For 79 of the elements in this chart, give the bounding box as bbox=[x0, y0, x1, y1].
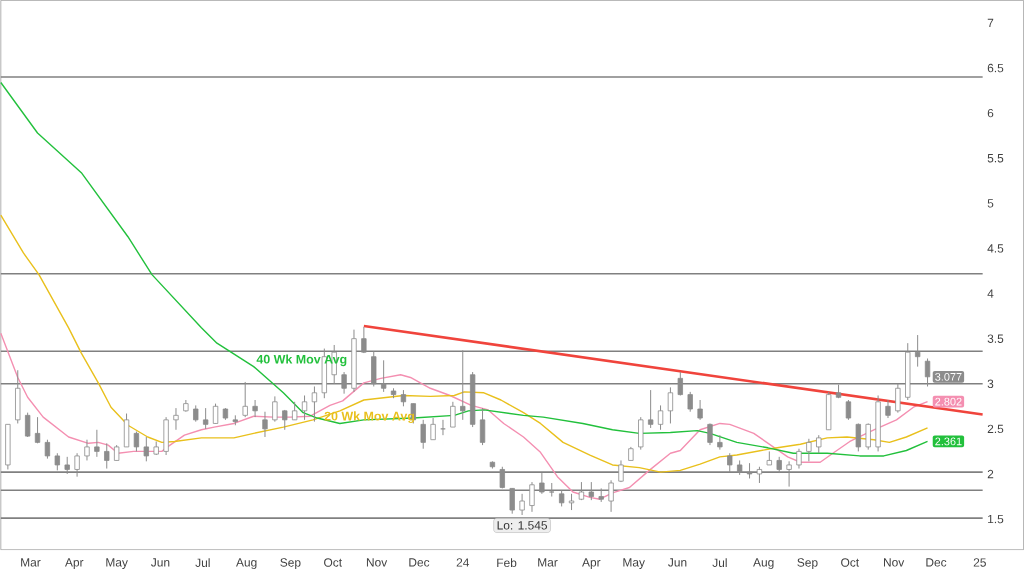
x-tick-label: Oct bbox=[841, 558, 860, 567]
candlestick bbox=[173, 407, 179, 431]
x-tick-label: Oct bbox=[324, 558, 342, 567]
y-tick-label: 5.5 bbox=[987, 154, 1004, 163]
candlestick bbox=[24, 412, 31, 438]
x-tick-label: 24 bbox=[456, 558, 470, 567]
annotation: Lo: 1.545 bbox=[497, 521, 548, 530]
x-tick-label: Nov bbox=[884, 558, 905, 567]
candlestick bbox=[143, 436, 149, 462]
x-tick-label: Aug bbox=[236, 558, 257, 570]
x-tick-label: Jun bbox=[151, 558, 170, 567]
y-tick-label: 3.5 bbox=[987, 334, 1004, 344]
x-tick-label: Nov bbox=[366, 558, 388, 567]
candlestick bbox=[430, 417, 436, 441]
candlestick bbox=[212, 403, 219, 425]
y-tick-label: 7 bbox=[987, 18, 994, 28]
x-tick-label: Sep bbox=[797, 558, 818, 570]
y-tick-label: 6.5 bbox=[987, 63, 1004, 73]
y-tick-label: 3 bbox=[987, 379, 994, 389]
line-series bbox=[0, 81, 929, 457]
y-tick-label: 2.5 bbox=[987, 424, 1004, 434]
x-tick-label: Jul bbox=[195, 558, 210, 568]
x-tick-label: Apr bbox=[582, 558, 601, 570]
y-tick-label: 4.5 bbox=[987, 244, 1004, 253]
candlestick bbox=[94, 429, 100, 458]
candlestick bbox=[796, 448, 802, 470]
x-tick-label: Mar bbox=[21, 558, 41, 567]
candlestick bbox=[104, 442, 110, 470]
x-tick-label: 25 bbox=[973, 558, 986, 567]
x-tick-label: Mar bbox=[538, 558, 558, 567]
candlestick bbox=[855, 423, 861, 453]
candlestick bbox=[202, 407, 209, 430]
candlestick bbox=[479, 407, 486, 446]
candlestick bbox=[44, 439, 51, 460]
candlestick bbox=[291, 401, 298, 421]
y-tick-label: 1.5 bbox=[988, 515, 1004, 524]
x-tick-label: Feb bbox=[497, 558, 517, 568]
y-tick-label: 6 bbox=[987, 109, 994, 118]
candlestick bbox=[647, 389, 654, 429]
x-tick-label: Dec bbox=[409, 558, 430, 567]
x-tick-label: May bbox=[623, 558, 645, 570]
candlestick bbox=[420, 419, 426, 450]
candlestick bbox=[865, 423, 871, 451]
candlestick bbox=[845, 399, 852, 421]
x-tick-label: May bbox=[106, 558, 128, 570]
x-tick-label: Jun bbox=[668, 558, 687, 567]
candlestick bbox=[717, 434, 723, 451]
candlestick bbox=[84, 439, 90, 462]
x-tick-label: Jul bbox=[712, 558, 727, 568]
candlestick bbox=[657, 405, 664, 431]
x-tick-label: Sep bbox=[280, 558, 301, 570]
y-tick-label: 4 bbox=[987, 289, 994, 298]
candlestick bbox=[667, 387, 674, 425]
x-tick-label: Apr bbox=[64, 558, 84, 570]
candlestick bbox=[133, 431, 140, 453]
candlestick bbox=[707, 423, 713, 446]
candlestick bbox=[262, 411, 268, 438]
line-series bbox=[0, 214, 929, 474]
y-tick-label: 2 bbox=[987, 469, 994, 479]
candlestick bbox=[697, 399, 703, 421]
data-label: 2.802 bbox=[935, 397, 962, 406]
candlestick bbox=[816, 434, 822, 454]
text: 3.077 bbox=[935, 373, 962, 381]
data-label: 2.361 bbox=[935, 437, 962, 446]
y-tick-label: 5 bbox=[987, 199, 994, 208]
candlestick bbox=[806, 438, 812, 462]
candlestick bbox=[252, 399, 258, 418]
x-tick-label: Dec bbox=[926, 558, 947, 567]
candlestick bbox=[440, 419, 446, 436]
candlestick bbox=[687, 391, 693, 413]
candlestick bbox=[301, 395, 308, 421]
candlestick bbox=[519, 493, 525, 516]
candlestick bbox=[885, 399, 891, 419]
candlestick bbox=[34, 416, 41, 444]
candlestick bbox=[282, 409, 288, 431]
annotation: 40 Wk Mov Avg bbox=[256, 354, 347, 367]
x-tick-label: Aug bbox=[753, 558, 774, 570]
candlestick bbox=[450, 401, 456, 428]
candlestick bbox=[272, 396, 278, 423]
